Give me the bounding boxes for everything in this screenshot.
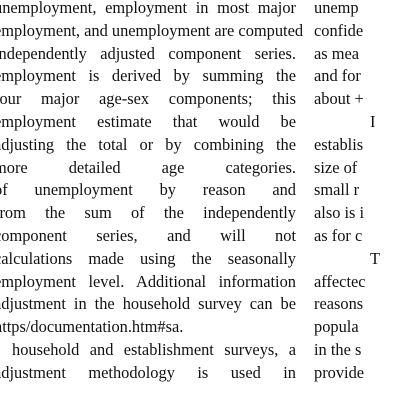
text-line: unemployment, employment in most major	[0, 0, 296, 17]
text-line: independently adjusted component series.	[0, 43, 296, 63]
left-text-column: unemployment, employment in most major e…	[0, 0, 304, 382]
text-line: more detailed age categories.	[0, 157, 296, 177]
text-line: small r	[314, 180, 360, 200]
text-line: unemp	[314, 0, 359, 17]
text-line: popula	[314, 317, 359, 337]
text-line-end-of-paragraph: https/documentation.htm#sa.	[0, 317, 184, 337]
text-line: adjustment in the household survey can b…	[0, 294, 296, 314]
text-line: adjustment methodology is used in	[0, 362, 296, 382]
paragraph-start-line: T	[370, 248, 381, 268]
text-line: in the s	[314, 339, 362, 359]
text-line: calculations made using the seasonally	[0, 248, 296, 268]
right-text-column: unemp confide as mea and for about + I e…	[314, 0, 400, 385]
text-line: as for c	[314, 225, 363, 245]
text-line: four major age-sex components; this	[0, 89, 296, 109]
text-line: employment is derived by summing the	[0, 66, 296, 86]
text-line: household and establishment surveys, a	[12, 339, 296, 359]
text-line: employment level. Additional information	[0, 271, 296, 291]
text-line: of unemployment by reason and	[0, 180, 296, 200]
text-line: from the sum of the independently	[0, 203, 296, 223]
text-line: about +	[314, 89, 364, 109]
text-line: reasons	[314, 294, 364, 314]
text-line: employment estimate that would be	[0, 111, 296, 131]
text-line: as mea	[314, 43, 360, 63]
text-line: adjusting the total or by combining the	[0, 134, 296, 154]
text-line: component series, and will not	[0, 225, 296, 245]
text-line: employment, and unemployment are compute…	[0, 20, 304, 40]
text-line: affectec	[314, 271, 366, 291]
text-line: establis	[314, 134, 364, 154]
text-line: confide	[314, 20, 364, 40]
text-line: size of	[314, 157, 358, 177]
text-line: and for	[314, 66, 361, 86]
text-line: also is i	[314, 203, 365, 223]
text-line: provide	[314, 362, 365, 382]
paragraph-start-line: I	[370, 111, 376, 131]
